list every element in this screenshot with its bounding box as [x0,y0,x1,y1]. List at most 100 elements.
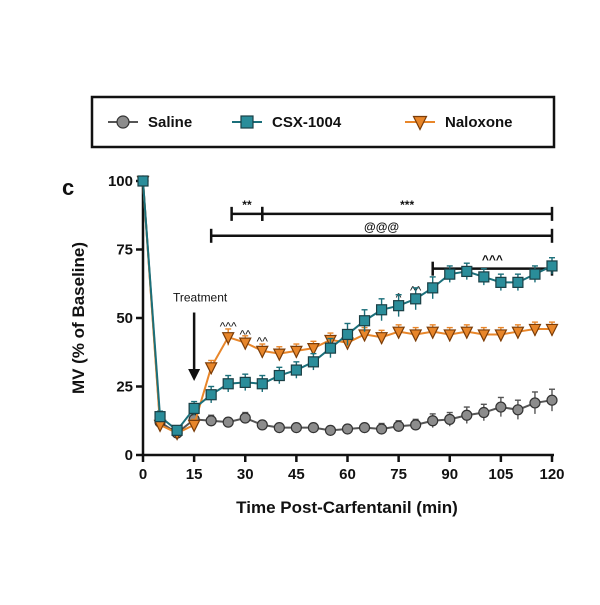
x-tick-label: 15 [186,466,203,483]
significance-bar: @@@ [209,220,554,243]
data-point [409,329,423,343]
data-point [529,397,541,409]
data-point [205,415,217,427]
data-point [238,337,252,351]
data-point [272,348,286,362]
series-naloxone [136,175,559,441]
data-point [239,376,251,388]
panel-label: c [62,175,74,200]
significance-label: ^^^ [482,253,503,267]
data-point [341,328,354,341]
data-point [375,304,388,316]
legend-frame [90,95,556,149]
data-point [546,394,558,406]
data-point [410,419,422,431]
legend-entry: CSX-1004 [232,114,342,131]
legend-marker [240,115,254,129]
data-point [478,406,490,419]
point-significance: ^^ [240,328,252,342]
data-point [187,419,201,433]
data-point [375,332,389,346]
x-tick-label: 75 [390,466,407,483]
data-point [426,326,440,340]
y-tick-label: 100 [108,173,133,190]
data-point [273,422,285,434]
x-tick-label: 0 [139,466,147,483]
y-tick-label: 25 [116,379,133,396]
data-point [393,420,405,432]
data-point [290,364,302,376]
data-point [393,300,405,312]
legend-label: Saline [148,114,192,131]
data-point [461,265,473,278]
legend-label: CSX-1004 [272,114,342,131]
legend-entry: Saline [108,114,192,131]
x-tick-label: 30 [237,466,254,483]
data-point [306,343,320,356]
series-csx-1004 [137,175,558,436]
data-point [341,423,354,435]
data-point [375,423,388,435]
data-point [307,356,320,368]
legend-marker [116,115,130,129]
x-tick-label: 90 [441,466,458,483]
data-point [478,271,490,283]
data-point [528,323,542,337]
x-tick-label: 60 [339,466,356,483]
data-point [461,409,473,421]
data-point [511,326,525,340]
data-point [221,332,235,346]
y-tick-label: 0 [125,447,133,464]
data-point [494,329,508,343]
data-point [427,415,439,427]
series-line [142,180,553,435]
data-point [410,293,422,305]
point-significance: ^^^ [220,319,237,333]
significance-bar: *** [261,198,554,221]
significance-label: ** [242,198,252,212]
data-point [256,419,268,431]
x-tick-label: 105 [488,466,513,483]
x-tick-label: 120 [539,466,564,483]
data-point [205,389,217,401]
data-point [358,315,371,327]
data-point [444,268,456,280]
data-point [273,369,285,382]
data-series [136,175,559,441]
annotation-label: Treatment [173,291,228,305]
data-point [222,378,234,390]
legend-marker [412,115,428,131]
data-point [204,362,218,376]
data-point [495,401,507,413]
y-tick-label: 75 [116,242,133,259]
data-point [255,345,269,359]
data-point [239,412,251,424]
data-point [307,422,320,434]
data-point [358,422,371,434]
x-tick-label: 45 [288,466,305,483]
data-point [324,342,337,354]
legend-items: Saline CSX-1004 Naloxone [108,114,513,131]
data-point [477,329,491,343]
data-point [444,413,456,425]
data-point [443,329,457,343]
data-point [256,378,268,390]
significance-bar: ** [230,198,264,221]
data-point [289,345,303,359]
annotation-arrow-head [188,369,201,382]
data-point [392,326,406,340]
data-point [495,276,507,288]
data-point [529,268,541,280]
data-point [324,424,337,436]
data-point [512,404,524,416]
y-axis-label: MV (% of Baseline) [69,242,88,394]
data-point [171,424,183,436]
legend-label: Naloxone [445,114,513,131]
data-point [427,282,439,294]
significance-label: @@@ [364,220,399,234]
legend-entry: Naloxone [405,114,513,131]
legend: Saline CSX-1004 Naloxone [90,95,556,149]
series-line [142,180,552,435]
